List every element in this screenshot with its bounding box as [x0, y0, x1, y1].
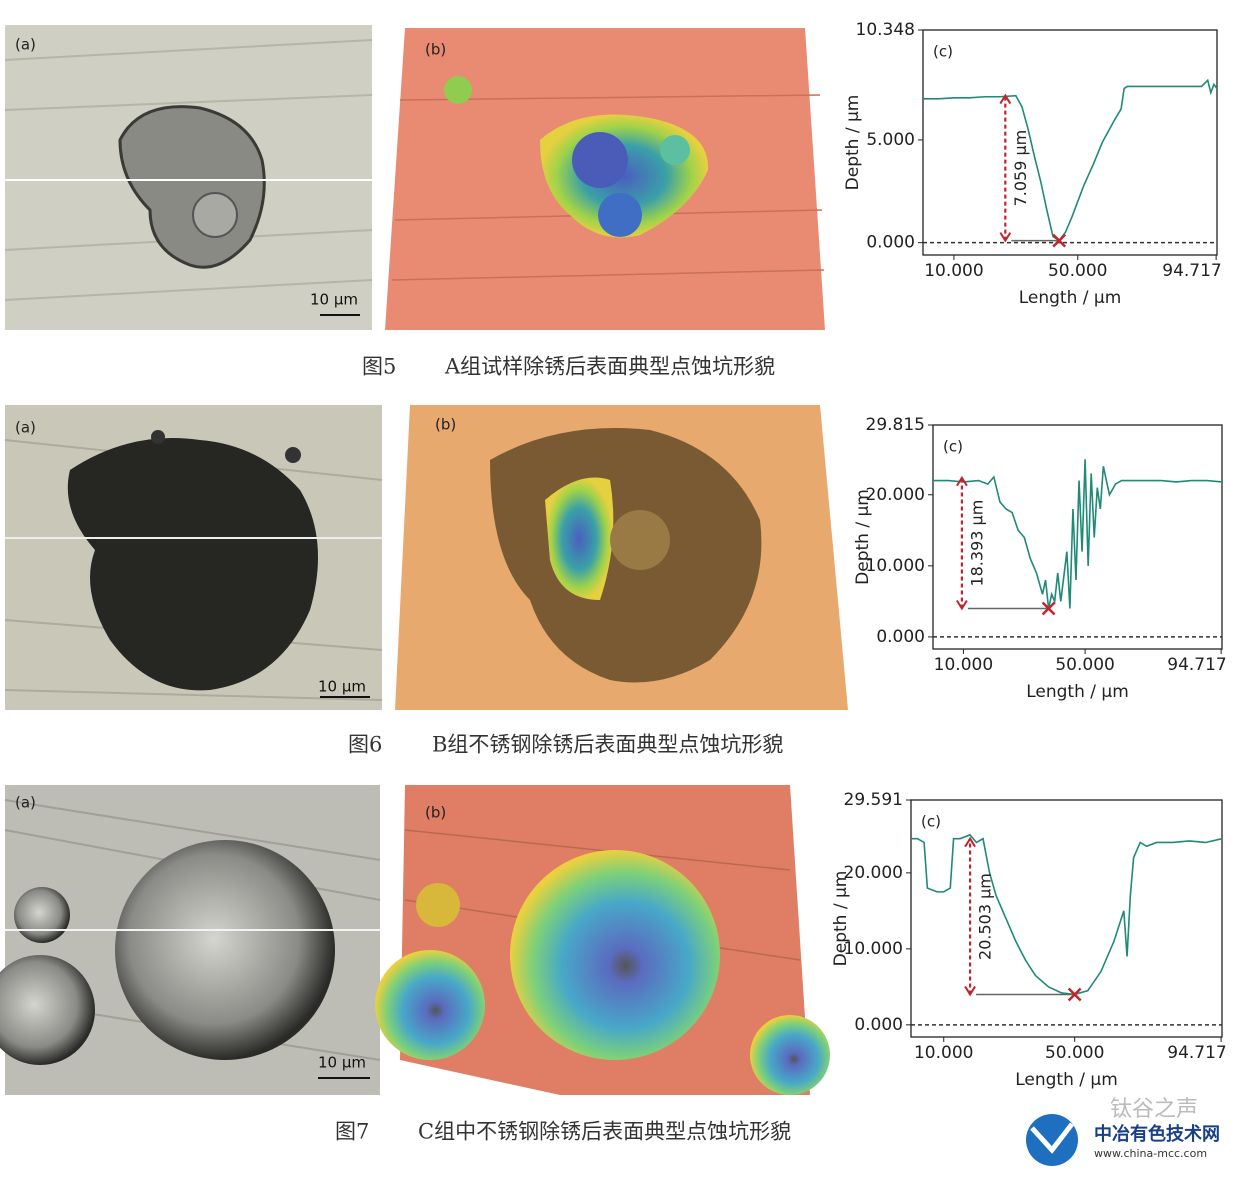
panel-label: (b): [435, 416, 456, 434]
panel-label: (c): [943, 438, 963, 456]
y-tick-label: 10.348: [856, 20, 915, 40]
y-axis-title: Depth / μm: [843, 95, 863, 191]
panel-label: (b): [425, 804, 446, 822]
y-tick-label: 10.000: [866, 556, 925, 576]
y-tick-label: 5.000: [866, 130, 915, 150]
caption-number: 图5: [362, 355, 396, 379]
x-axis-title: Length / μm: [1026, 682, 1129, 702]
x-tick-label: 10.000: [924, 261, 983, 281]
x-tick-label: 10.000: [914, 1043, 973, 1063]
panel-label: (c): [921, 813, 941, 831]
y-tick-label: 20.000: [844, 863, 903, 883]
depth-label: 7.059 μm: [1011, 130, 1030, 207]
caption: A组试样除锈后表面典型点蚀坑形貌: [444, 355, 775, 379]
watermark: 钛谷之声 中冶有色技术网 www.china-mcc.com: [1026, 1097, 1220, 1166]
depth-label: 18.393 μm: [967, 500, 986, 587]
y-axis-title: Depth / μm: [831, 871, 851, 967]
x-tick-label: 94.717: [1167, 655, 1226, 675]
min-marker: [1067, 987, 1082, 1002]
y-tick-label: 0.000: [854, 1015, 903, 1035]
plot-frame: [922, 29, 1218, 256]
y-tick-label: 0.000: [866, 233, 915, 253]
scale-bar-label: 10 μm: [318, 678, 366, 696]
min-marker: [1052, 233, 1067, 248]
min-marker: [1041, 601, 1056, 616]
scale-bar-label: 10 μm: [318, 1054, 366, 1072]
panel-label: (a): [15, 419, 36, 437]
y-tick-label: 29.815: [866, 415, 925, 435]
x-axis-title: Length / μm: [1015, 1070, 1118, 1090]
x-tick-label: 94.717: [1162, 261, 1221, 281]
height-map-b: [395, 405, 848, 710]
caption: C组中不锈钢除锈后表面典型点蚀坑形貌: [418, 1120, 791, 1144]
x-tick-label: 94.717: [1167, 1043, 1226, 1063]
plot-frame: [910, 799, 1223, 1038]
x-axis-title: Length / μm: [1019, 288, 1122, 308]
arrow-head: [964, 836, 976, 997]
height-map-b: [385, 28, 825, 330]
x-tick-label: 50.000: [1048, 261, 1107, 281]
plot-frame: [932, 424, 1223, 650]
y-axis-title: Depth / μm: [853, 489, 873, 585]
panel-label: (c): [933, 43, 953, 61]
profile-line: [923, 78, 1218, 242]
panel-label: (b): [425, 41, 446, 59]
x-tick-label: 50.000: [1045, 1043, 1104, 1063]
height-map-b: [375, 785, 830, 1095]
watermark-site: 中冶有色技术网: [1094, 1123, 1220, 1145]
profile-line: [933, 459, 1223, 609]
profile-line: [911, 833, 1223, 996]
watermark-url: www.china-mcc.com: [1094, 1147, 1207, 1160]
y-tick-label: 0.000: [876, 627, 925, 647]
caption-number: 图7: [335, 1120, 369, 1144]
depth-label: 20.503 μm: [976, 873, 995, 960]
micrograph-a: [4, 405, 383, 710]
watermark-name: 钛谷之声: [1110, 1097, 1198, 1122]
x-tick-label: 50.000: [1055, 655, 1114, 675]
panel-label: (a): [15, 794, 36, 812]
caption-number: 图6: [348, 733, 382, 757]
panel-label: (a): [15, 36, 36, 54]
y-tick-label: 29.591: [844, 790, 903, 810]
y-tick-label: 20.000: [866, 485, 925, 505]
arrow-head: [956, 475, 968, 611]
micrograph-a: [4, 25, 373, 330]
arrow-head: [999, 93, 1012, 243]
x-tick-label: 10.000: [934, 655, 993, 675]
caption: B组不锈钢除锈后表面典型点蚀坑形貌: [432, 733, 783, 757]
micrograph-a: [0, 785, 381, 1095]
scale-bar-label: 10 μm: [310, 291, 358, 309]
y-tick-label: 10.000: [844, 939, 903, 959]
